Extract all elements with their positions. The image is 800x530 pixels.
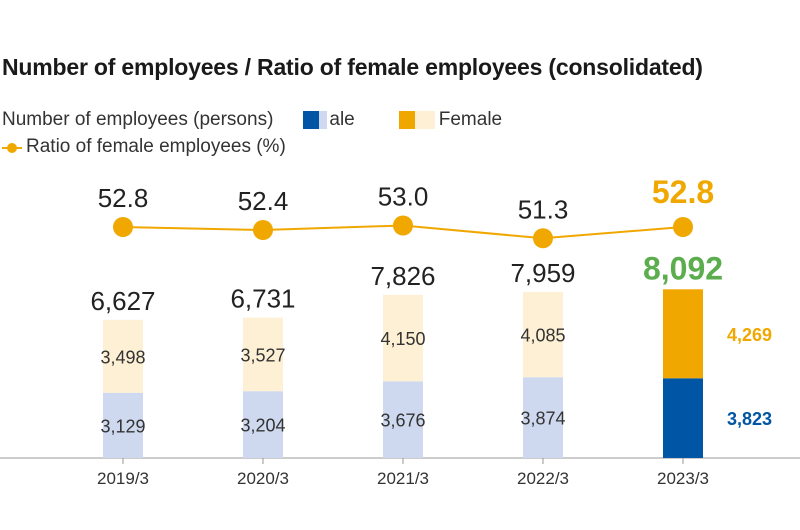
female-value-label-2021/3: 4,150 <box>380 329 425 349</box>
male-value-label-2023/3: 3,823 <box>727 409 772 429</box>
legend-female-light-swatch <box>414 111 435 129</box>
male-value-label-2021/3: 3,676 <box>380 411 425 431</box>
x-tick-label-2020/3: 2020/3 <box>237 469 289 488</box>
legend-female-dark-swatch <box>398 111 415 129</box>
bar-female-2020/3 <box>243 317 283 392</box>
x-tick-label-2021/3: 2021/3 <box>377 469 429 488</box>
total-value-label-2023/3: 8,092 <box>643 250 723 286</box>
x-tick-label-2023/3: 2023/3 <box>657 469 709 488</box>
bar-female-2019/3 <box>103 319 143 393</box>
female-value-label-2022/3: 4,085 <box>520 326 565 346</box>
bar-female-2022/3 <box>523 292 563 378</box>
legend-bars-label: Number of employees (persons) <box>2 109 274 130</box>
ratio-point-2022/3 <box>533 228 553 249</box>
legend-line-marker-icon <box>2 138 22 156</box>
bar-male-2020/3 <box>243 391 283 458</box>
bar-male-2022/3 <box>523 377 563 458</box>
bar-female-2023/3 <box>663 289 703 379</box>
total-value-label-2019/3: 6,627 <box>90 286 155 316</box>
ratio-value-label-2020/3: 52.4 <box>238 186 289 216</box>
male-value-label-2022/3: 3,874 <box>520 409 565 429</box>
ratio-value-label-2021/3: 53.0 <box>378 182 429 212</box>
ratio-value-label-2022/3: 51.3 <box>518 194 569 224</box>
bar-male-2019/3 <box>103 392 143 458</box>
female-value-label-2019/3: 3,498 <box>100 347 145 367</box>
ratio-value-label-2023/3: 52.8 <box>652 174 714 210</box>
ratio-point-2021/3 <box>393 215 413 236</box>
chart-title: Number of employees / Ratio of female em… <box>2 54 703 80</box>
x-tick-label-2019/3: 2019/3 <box>97 469 149 488</box>
legend-male-dark-swatch <box>303 111 320 129</box>
bar-female-2021/3 <box>383 294 423 382</box>
female-value-label-2020/3: 3,527 <box>240 345 285 365</box>
total-value-label-2020/3: 6,731 <box>230 284 295 314</box>
total-value-label-2022/3: 7,959 <box>510 258 575 288</box>
ratio-point-2019/3 <box>113 217 133 237</box>
total-value-label-2021/3: 7,826 <box>370 261 435 291</box>
legend-female-label: Female <box>438 109 503 130</box>
legend-row-line: Ratio of female employees (%) <box>2 136 286 158</box>
legend-male-label: ale <box>327 109 355 131</box>
ratio-point-2023/3 <box>673 217 693 237</box>
legend-row-bars: Number of employees (persons) ale Female <box>2 109 502 131</box>
male-value-label-2020/3: 3,204 <box>240 416 285 436</box>
bar-male-2023/3 <box>663 378 703 458</box>
x-tick-label-2022/3: 2022/3 <box>517 469 569 488</box>
female-value-label-2023/3: 4,269 <box>727 325 772 345</box>
legend-line-label: Ratio of female employees (%) <box>26 136 286 157</box>
ratio-value-label-2019/3: 52.8 <box>98 183 149 213</box>
bar-male-2021/3 <box>383 381 423 458</box>
ratio-point-2020/3 <box>253 220 273 240</box>
male-value-label-2019/3: 3,129 <box>100 416 145 436</box>
